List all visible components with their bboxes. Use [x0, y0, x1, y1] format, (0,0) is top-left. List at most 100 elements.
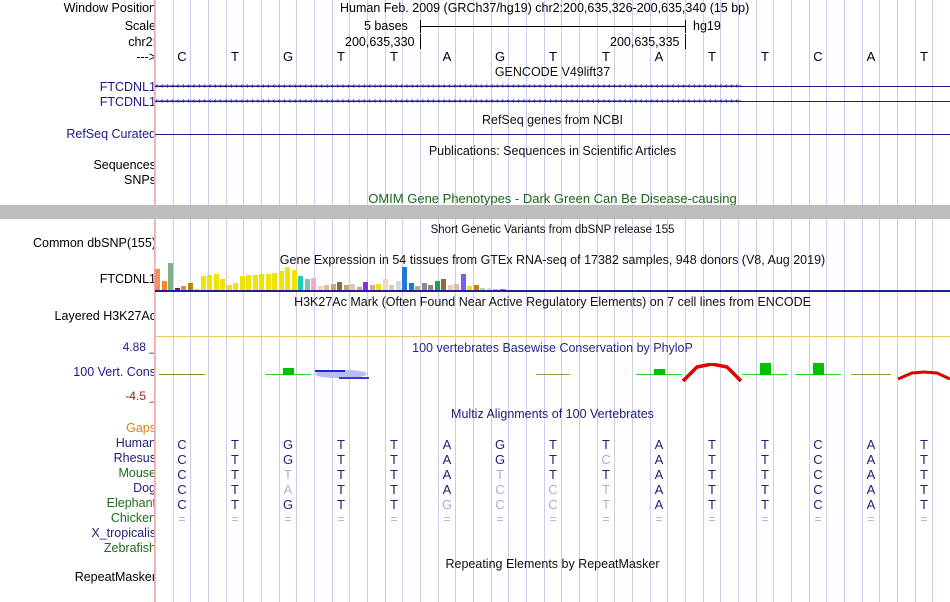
gtex-bar[interactable] [344, 285, 350, 290]
species-label-mouse[interactable]: Mouse [118, 466, 156, 480]
gtex-bar[interactable] [246, 275, 252, 290]
gtex-bar[interactable] [214, 274, 220, 290]
gtex-bar[interactable] [253, 275, 259, 290]
label-gaps[interactable]: Gaps [126, 421, 156, 435]
gtex-bar[interactable] [389, 285, 395, 290]
gtex-bar[interactable] [311, 278, 317, 290]
gtex-bar[interactable] [461, 274, 467, 290]
gtex-bar[interactable] [493, 289, 499, 290]
gtex-bar[interactable] [487, 288, 493, 290]
gtex-bar[interactable] [331, 284, 337, 290]
label-refseq-curated[interactable]: RefSeq Curated [66, 127, 156, 141]
multiz-base: G [282, 497, 294, 512]
multiz-base: A [654, 467, 664, 482]
multiz-base: T [602, 467, 610, 482]
gtex-bar[interactable] [279, 271, 285, 290]
gtex-bar[interactable] [454, 284, 460, 290]
label-gene-ftcdnl1-1[interactable]: FTCDNL1 [99, 80, 156, 94]
gtex-bar[interactable] [363, 282, 369, 290]
gtex-bar[interactable] [435, 281, 441, 290]
label-snps[interactable]: SNPs [124, 173, 156, 187]
species-label-dog[interactable]: Dog [133, 481, 156, 495]
phylop-conservation-plot[interactable] [155, 356, 950, 400]
gtex-bar[interactable] [402, 267, 408, 290]
label-repeatmasker[interactable]: RepeatMasker [74, 570, 156, 584]
species-label-rhesus[interactable]: Rhesus [113, 451, 156, 465]
multiz-base: T [549, 467, 557, 482]
gtex-bar[interactable] [305, 279, 311, 290]
gtex-bar[interactable] [175, 288, 181, 290]
gtex-bar[interactable] [259, 274, 265, 290]
gtex-bar[interactable] [298, 276, 304, 290]
gtex-bar[interactable] [337, 282, 343, 290]
gtex-bar[interactable] [155, 269, 161, 290]
label-common-dbsnp[interactable]: Common dbSNP(155) [33, 236, 156, 250]
gtex-bar[interactable] [357, 287, 363, 290]
species-label-human[interactable]: Human [115, 436, 156, 450]
label-window-position[interactable]: Window Position [63, 1, 156, 15]
gtex-bar[interactable] [227, 285, 233, 290]
gtex-bar[interactable] [318, 286, 324, 290]
gene-track-ftcdnl1-row1[interactable]: ←←←←←←←←←←←←←←←←←←←←←←←←←←←←←←←←←←←←←←←←… [155, 81, 950, 92]
omim-gene-bar[interactable] [0, 205, 950, 219]
gtex-bar[interactable] [240, 276, 246, 290]
species-label-elephant[interactable]: Elephant [106, 496, 156, 510]
gtex-bar[interactable] [415, 286, 421, 290]
multiz-row[interactable] [155, 542, 950, 557]
gtex-bar[interactable] [409, 283, 415, 290]
multiz-row[interactable]: = = = = = = = = = = = = = = = [155, 512, 950, 527]
multiz-row[interactable] [155, 527, 950, 542]
gene-track-ftcdnl1-row2[interactable]: ←←←←←←←←←←←←←←←←←←←←←←←←←←←←←←←←←←←←←←←←… [155, 96, 950, 107]
scale-tick-left [420, 20, 421, 33]
gtex-bar[interactable] [194, 289, 200, 290]
gtex-bar[interactable] [162, 281, 168, 290]
gtex-bar[interactable] [428, 285, 434, 290]
label-gene-ftcdnl1-2[interactable]: FTCDNL1 [99, 95, 156, 109]
cons-positive [813, 363, 824, 375]
multiz-base: C [548, 482, 558, 497]
gtex-bar[interactable] [448, 285, 454, 290]
refseq-curated-line[interactable] [155, 134, 950, 135]
gtex-bar[interactable] [370, 285, 376, 290]
gtex-bar[interactable] [220, 279, 226, 290]
gtex-bar[interactable] [383, 279, 389, 290]
species-label-zebrafish[interactable]: Zebrafish [103, 541, 156, 555]
gtex-bar[interactable] [266, 274, 272, 290]
gtex-bar[interactable] [181, 286, 187, 290]
gtex-bar[interactable] [480, 288, 486, 290]
label-layered-h3k27ac[interactable]: Layered H3K27Ac [54, 309, 156, 323]
label-scale[interactable]: Scale [124, 19, 156, 33]
species-label-x_tropicalis[interactable]: X_tropicalis [91, 526, 156, 540]
label-chromosome[interactable]: chr2: [128, 35, 156, 49]
gtex-bar[interactable] [285, 267, 291, 290]
label-strand-arrow[interactable]: ---> [136, 50, 156, 64]
gtex-bar[interactable] [233, 283, 239, 290]
gtex-bar[interactable] [376, 284, 382, 290]
gtex-bar[interactable] [201, 276, 207, 290]
gtex-bar[interactable] [441, 279, 447, 290]
gtex-bar[interactable] [292, 270, 298, 290]
gtex-bar[interactable] [396, 281, 402, 290]
gtex-bar[interactable] [168, 263, 174, 290]
gtex-bar[interactable] [207, 275, 213, 290]
gtex-bar[interactable] [467, 286, 473, 290]
label-sequences[interactable]: Sequences [93, 158, 156, 172]
label-gtex-gene[interactable]: FTCDNL1 [99, 272, 156, 286]
gtex-bar[interactable] [272, 273, 278, 290]
species-label-chicken[interactable]: Chicken [110, 511, 156, 525]
label-cons-track[interactable]: 100 Vert. Cons [73, 365, 156, 379]
gtex-bar[interactable] [350, 284, 356, 290]
gtex-bar[interactable] [188, 283, 194, 290]
gtex-bar[interactable] [422, 283, 428, 290]
gtex-bar[interactable] [324, 285, 330, 290]
gtex-bar[interactable] [474, 285, 480, 290]
gtex-expression-barchart[interactable] [155, 262, 950, 292]
multiz-base: A [442, 437, 452, 452]
gtex-bar[interactable] [500, 289, 506, 290]
